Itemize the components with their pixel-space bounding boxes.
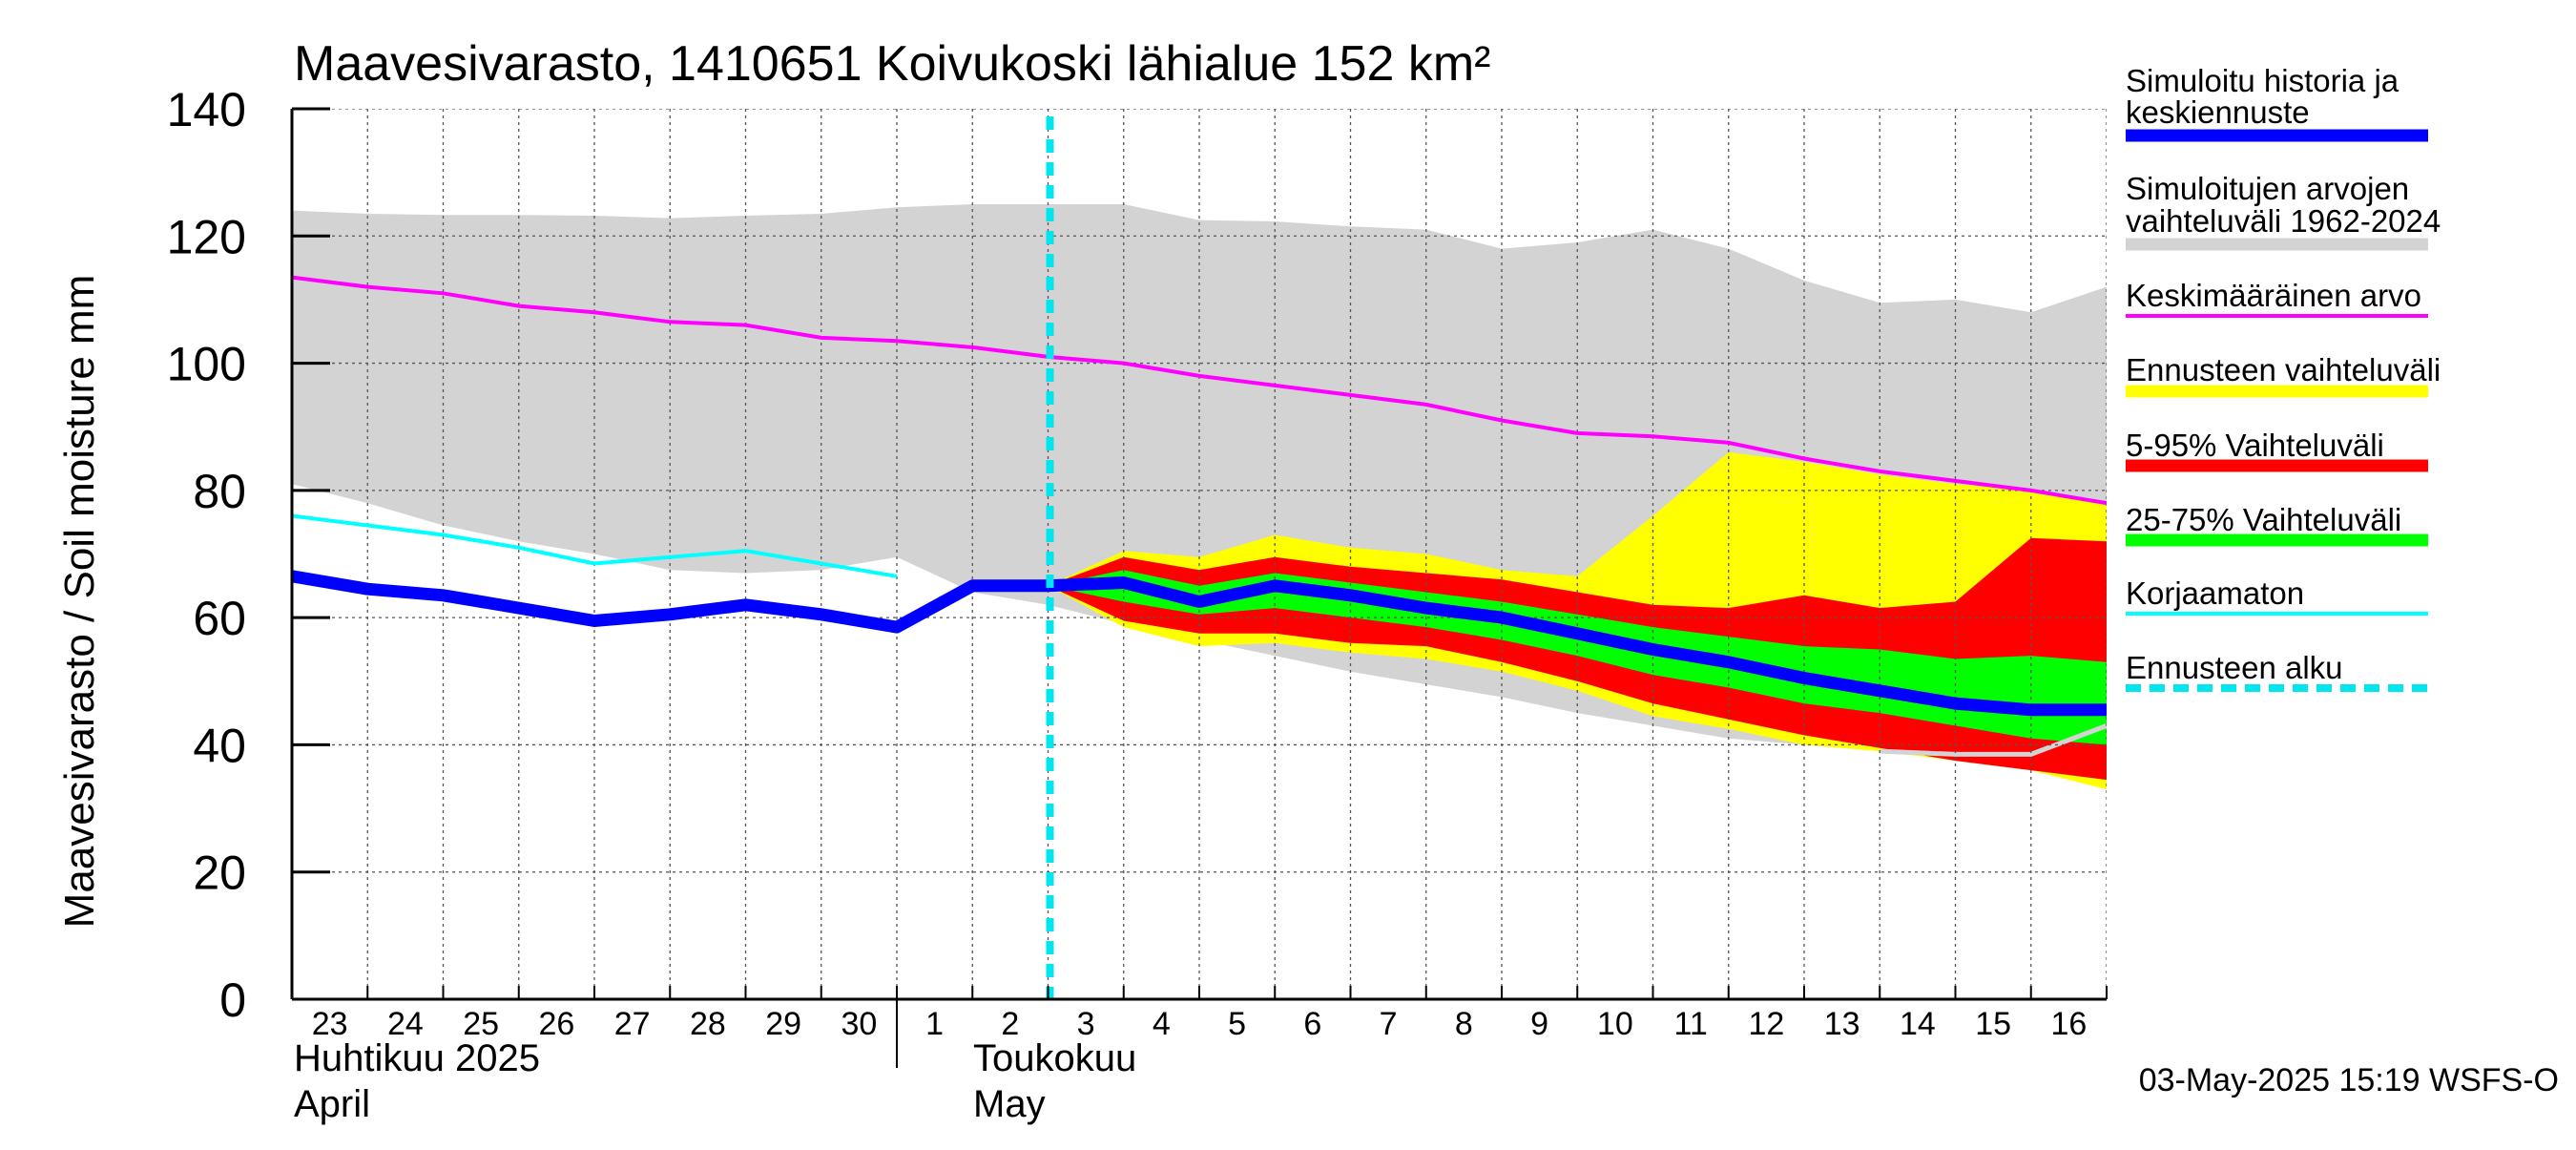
legend-label-history: keskiennuste [2126, 94, 2310, 130]
x-day-label: 9 [1530, 1006, 1548, 1042]
x-day-label: 5 [1228, 1006, 1246, 1042]
month-label-may-en: May [973, 1083, 1046, 1125]
plot-area [292, 109, 2107, 999]
y-tick-label: 60 [193, 592, 246, 645]
x-day-label: 25 [463, 1006, 499, 1042]
legend-label-range_hist: vaihteluväli 1962-2024 [2126, 203, 2441, 239]
y-tick-label: 120 [167, 210, 246, 263]
y-tick-label: 80 [193, 465, 246, 518]
legend-label-mean: Keskimääräinen arvo [2126, 278, 2421, 313]
mean-line [292, 275, 2107, 506]
x-day-label: 4 [1153, 1006, 1171, 1042]
month-label-may-fi: Toukokuu [973, 1037, 1136, 1079]
y-tick-label: 20 [193, 847, 246, 900]
y-tick-label: 100 [167, 338, 246, 391]
p25-75-band [1048, 570, 2107, 745]
x-day-label: 10 [1597, 1006, 1633, 1042]
legend-label-range_hist: Simuloitujen arvojen [2126, 171, 2409, 206]
x-day-label: 30 [841, 1006, 877, 1042]
y-axis-label: Maavesivarasto / Soil moisture mm [56, 275, 103, 929]
x-day-label: 16 [2050, 1006, 2087, 1042]
x-day-label: 1 [925, 1006, 944, 1042]
x-day-label: 7 [1380, 1006, 1398, 1042]
x-day-label: 24 [387, 1006, 424, 1042]
lower-forecast-grey-line [1880, 723, 2107, 757]
y-tick-label: 140 [167, 83, 246, 136]
chart-title: Maavesivarasto, 1410651 Koivukoski lähia… [294, 36, 1490, 92]
timestamp: 03-May-2025 15:19 WSFS-O [2139, 1062, 2559, 1098]
forecast-median-line [1048, 576, 2107, 717]
x-day-label: 11 [1673, 1006, 1707, 1042]
x-day-label: 14 [1900, 1006, 1936, 1042]
x-day-label: 28 [690, 1006, 726, 1042]
month-label-april-fi: Huhtikuu 2025 [294, 1037, 540, 1079]
x-day-label: 6 [1303, 1006, 1321, 1042]
legend-label-history: Simuloitu historia ja [2126, 63, 2399, 98]
x-day-label: 2 [1001, 1006, 1019, 1042]
y-tick-label: 0 [219, 973, 246, 1027]
legend-label-forecast_start: Ennusteen alku [2126, 650, 2343, 685]
legend-label-p25_75: 25-75% Vaihteluväli [2126, 502, 2401, 537]
uncorrected-line [292, 513, 898, 578]
history-line [292, 570, 1049, 634]
x-day-label: 26 [538, 1006, 574, 1042]
y-tick-label: 40 [193, 719, 246, 772]
x-day-label: 13 [1824, 1006, 1860, 1042]
legend-label-uncorrected: Korjaamaton [2126, 575, 2304, 611]
x-day-label: 8 [1455, 1006, 1473, 1042]
x-day-label: 12 [1748, 1006, 1784, 1042]
legend-label-p5_95: 5-95% Vaihteluväli [2126, 428, 2384, 463]
x-day-label: 23 [312, 1006, 348, 1042]
x-day-label: 3 [1077, 1006, 1095, 1042]
month-label-april-en: April [294, 1083, 370, 1125]
legend-label-forecast_range: Ennusteen vaihteluväli [2126, 352, 2441, 387]
x-day-label: 15 [1975, 1006, 2011, 1042]
x-day-label: 27 [614, 1006, 651, 1042]
x-day-label: 29 [765, 1006, 801, 1042]
